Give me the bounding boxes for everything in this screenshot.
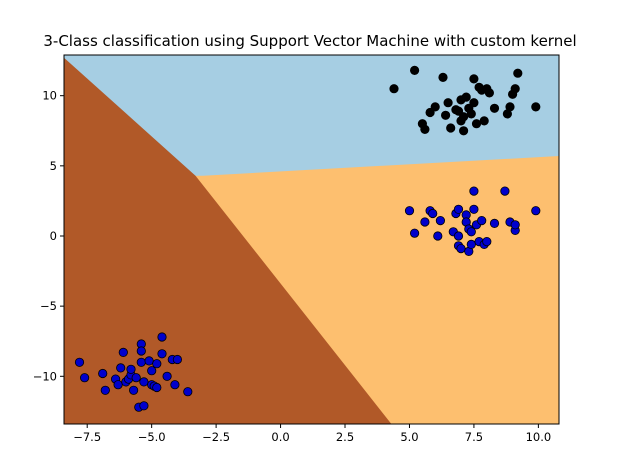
y-tick-label: 0 <box>50 229 57 243</box>
data-point <box>409 228 420 238</box>
data-point <box>425 107 435 118</box>
plot-frame <box>63 54 560 425</box>
x-tick-label: 7.5 <box>465 430 483 444</box>
y-tick-label: 5 <box>50 159 57 173</box>
data-point <box>469 204 479 214</box>
data-point <box>136 346 146 356</box>
data-point <box>531 102 541 112</box>
data-point <box>443 98 453 108</box>
data-point <box>409 65 420 76</box>
data-point <box>113 380 123 390</box>
data-point <box>466 109 476 119</box>
data-point <box>513 68 523 78</box>
data-point <box>170 380 180 390</box>
data-point <box>152 382 162 393</box>
data-point <box>461 92 471 102</box>
x-tick-label: 5.0 <box>400 430 418 444</box>
data-point <box>466 239 476 249</box>
plot-area <box>64 55 559 424</box>
data-point <box>505 102 515 112</box>
data-point <box>116 363 126 373</box>
class-1-region <box>64 55 559 176</box>
data-point <box>500 186 510 196</box>
data-point <box>139 401 149 411</box>
data-point <box>100 385 110 395</box>
data-point <box>469 186 479 196</box>
x-tick-label: −2.5 <box>202 430 230 444</box>
x-tick-label: 10.0 <box>526 430 552 444</box>
data-point <box>162 371 172 381</box>
data-point <box>389 84 399 94</box>
class-0-region <box>64 55 392 424</box>
data-point <box>510 220 520 230</box>
data-point <box>136 357 146 367</box>
data-point <box>118 347 128 357</box>
x-tick-label: −5.0 <box>138 430 166 444</box>
data-point <box>456 244 466 254</box>
data-point <box>420 217 430 227</box>
data-point <box>484 88 494 98</box>
data-point <box>144 356 154 366</box>
data-point <box>458 126 469 136</box>
data-point <box>440 110 451 120</box>
data-point <box>482 237 492 247</box>
data-point <box>433 231 443 241</box>
data-point <box>446 123 456 133</box>
data-point <box>435 216 445 226</box>
data-point <box>131 373 141 383</box>
data-point <box>510 84 520 94</box>
data-point <box>453 204 464 214</box>
x-tick-label: 2.5 <box>336 430 354 444</box>
y-tick-label: 10 <box>42 89 57 103</box>
data-point <box>453 231 464 241</box>
data-point <box>147 366 157 376</box>
data-point <box>74 357 85 367</box>
data-point <box>157 332 167 342</box>
data-point <box>458 112 469 122</box>
data-point <box>129 385 139 395</box>
data-point <box>139 377 149 387</box>
data-point <box>471 119 482 129</box>
data-point <box>430 102 440 112</box>
chart-title: 3-Class classification using Support Vec… <box>43 32 576 50</box>
data-point <box>489 103 500 113</box>
data-point <box>469 98 479 108</box>
data-point <box>157 349 167 359</box>
y-tick-label: −5 <box>40 299 57 313</box>
data-point <box>80 373 90 383</box>
data-point <box>477 216 487 226</box>
data-point <box>420 124 430 134</box>
data-point <box>438 72 448 83</box>
data-point <box>479 116 489 126</box>
data-point <box>404 206 415 216</box>
data-points <box>74 65 541 412</box>
data-point <box>428 208 438 219</box>
data-point <box>466 227 476 237</box>
x-tick-label: 0.0 <box>271 430 289 444</box>
x-axis: −7.5 −5.0 −2.5 0.0 2.5 5.0 7.5 10.0 <box>73 424 551 444</box>
data-point <box>172 354 182 365</box>
data-point <box>531 206 541 216</box>
y-tick-label: −10 <box>33 369 57 383</box>
y-axis: −10 −5 0 5 10 <box>33 89 64 383</box>
data-point <box>489 218 500 228</box>
data-point <box>469 74 479 84</box>
x-tick-label: −7.5 <box>73 430 101 444</box>
data-point <box>98 368 108 379</box>
data-point <box>453 106 464 116</box>
data-point <box>152 359 162 369</box>
data-point <box>183 387 193 397</box>
data-point <box>126 364 136 374</box>
